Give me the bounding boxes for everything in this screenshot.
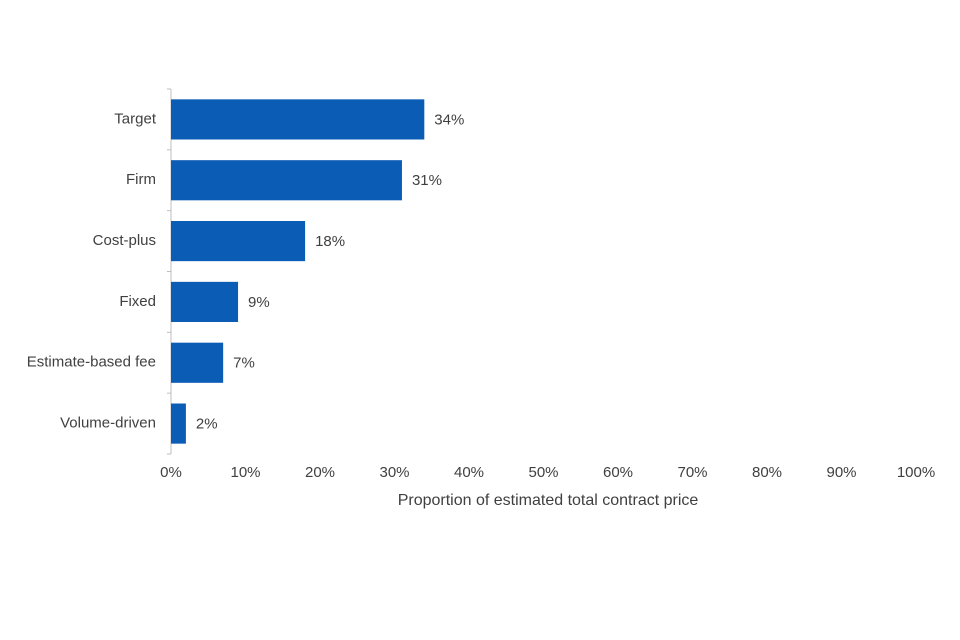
y-tick-label: Cost-plus [93, 232, 156, 249]
x-tick-label: 40% [454, 464, 484, 481]
x-tick-label: 90% [826, 464, 856, 481]
bar [171, 403, 186, 444]
x-tick-label: 100% [897, 464, 935, 481]
value-label: 18% [315, 233, 345, 250]
x-tick-label: 70% [677, 464, 707, 481]
value-label: 34% [434, 111, 464, 128]
bar [171, 160, 402, 201]
bar [171, 281, 239, 322]
x-tick-label: 60% [603, 464, 633, 481]
y-tick-label: Firm [126, 171, 156, 188]
bar [171, 221, 306, 262]
y-tick-label: Fixed [119, 293, 156, 310]
x-tick-label: 10% [230, 464, 260, 481]
x-tick-label: 80% [752, 464, 782, 481]
y-tick-label: Volume-driven [60, 415, 156, 432]
bar [171, 342, 224, 383]
x-tick-label: 30% [379, 464, 409, 481]
x-tick-label: 50% [528, 464, 558, 481]
value-label: 9% [248, 294, 270, 311]
value-label: 31% [412, 172, 442, 189]
value-label: 7% [233, 355, 255, 372]
x-tick-label: 0% [160, 464, 182, 481]
y-tick-label: Target [114, 110, 157, 127]
bar [171, 99, 425, 140]
x-tick-label: 20% [305, 464, 335, 481]
x-axis-title: Proportion of estimated total contract p… [398, 492, 699, 509]
y-tick-label: Estimate-based fee [27, 354, 156, 371]
value-label: 2% [196, 416, 218, 433]
